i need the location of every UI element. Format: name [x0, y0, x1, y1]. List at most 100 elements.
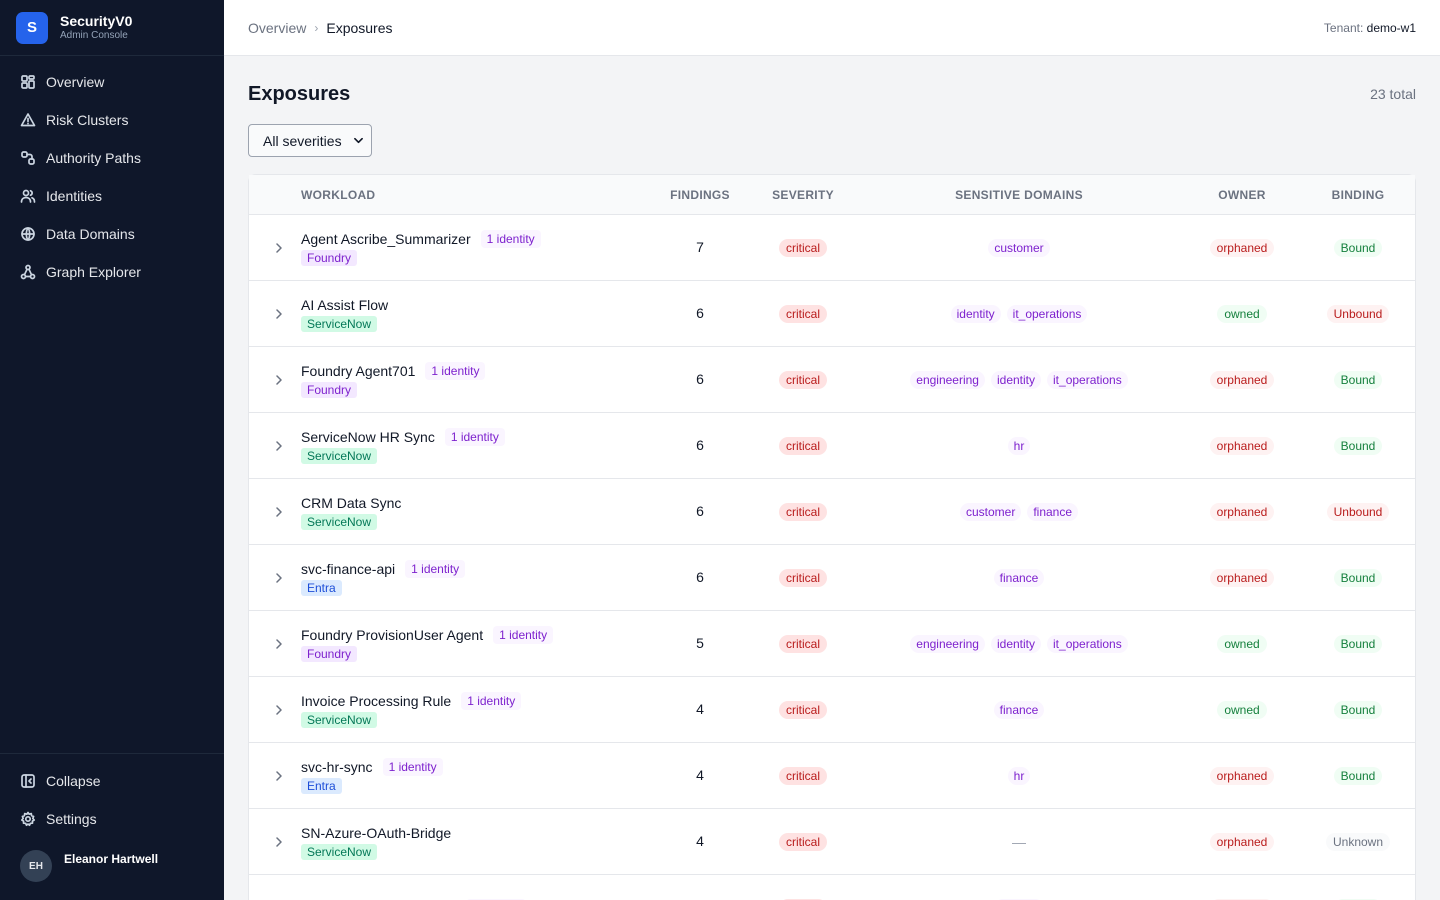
- sensitive-domains-cell: customer finance: [856, 502, 1182, 521]
- chevron-right-icon[interactable]: [274, 440, 284, 451]
- chevron-right-icon[interactable]: [274, 638, 284, 649]
- binding-status-badge: Bound: [1333, 766, 1383, 785]
- sidebar-item-risk-clusters[interactable]: Risk Clusters: [0, 101, 224, 139]
- table-row[interactable]: svc-finance-api 1 identity Entra 6 critical f…: [249, 545, 1415, 611]
- chevron-right-icon[interactable]: [274, 308, 284, 319]
- sensitive-domains-cell: hr: [856, 766, 1182, 785]
- owner-status-badge: orphaned: [1209, 832, 1275, 851]
- owner-status-badge: orphaned: [1209, 766, 1275, 785]
- workload-name[interactable]: ServiceNow HR Sync: [301, 428, 435, 445]
- workload-name[interactable]: Foundry Agent701: [301, 362, 416, 379]
- breadcrumb-overview-link[interactable]: Overview: [248, 19, 307, 36]
- sidebar-item-overview[interactable]: Overview: [0, 63, 224, 101]
- table-row[interactable]: svc-foundry-ascribe-prod1 identitycritic…: [249, 875, 1415, 900]
- domain-tag: it_operations: [1047, 634, 1128, 653]
- sensitive-domains-cell: —: [856, 834, 1182, 850]
- chevron-right-icon[interactable]: [274, 506, 284, 517]
- identity-count-badge[interactable]: 1 identity: [465, 898, 526, 900]
- column-header-severity: SEVERITY: [772, 187, 834, 202]
- platform-badge: Foundry: [301, 645, 358, 662]
- table-row[interactable]: svc-hr-sync 1 identity Entra 4 critical hr orp…: [249, 743, 1415, 809]
- workload-name[interactable]: AI Assist Flow: [301, 296, 389, 313]
- exposures-table: WORKLOAD FINDINGS SEVERITY SENSITIVE DOM…: [248, 174, 1416, 900]
- sidebar-item-identities[interactable]: Identities: [0, 177, 224, 215]
- brand[interactable]: S SecurityV0 Admin Console: [0, 0, 224, 56]
- workload-name[interactable]: svc-finance-api: [301, 560, 396, 577]
- table-row[interactable]: Agent Ascribe_Summarizer 1 identity Foundr…: [249, 215, 1415, 281]
- table-row[interactable]: Invoice Processing Rule 1 identity Service…: [249, 677, 1415, 743]
- sensitive-domains-cell: finance: [856, 568, 1182, 587]
- workload-cell: Foundry Agent701 1 identity Foundry: [301, 361, 650, 399]
- sidebar-bottom: Collapse Settings EH Eleanor Hartwell: [0, 753, 224, 884]
- column-header-owner: OWNER: [1218, 187, 1266, 202]
- workload-cell: Agent Ascribe_Summarizer 1 identity Foundr…: [301, 229, 650, 267]
- sensitive-domains-cell: engineering identity it_operations: [856, 634, 1182, 653]
- collapse-button[interactable]: Collapse: [0, 762, 224, 800]
- platform-badge: Entra: [301, 579, 342, 596]
- workload-name[interactable]: CRM Data Sync: [301, 494, 402, 511]
- workload-name[interactable]: Foundry ProvisionUser Agent: [301, 626, 484, 643]
- sidebar-item-graph-explorer[interactable]: Graph Explorer: [0, 253, 224, 291]
- identity-count-badge[interactable]: 1 identity: [480, 229, 541, 248]
- severity-badge: critical: [778, 766, 827, 785]
- chevron-right-icon[interactable]: [274, 704, 284, 715]
- owner-status-badge: orphaned: [1209, 502, 1275, 521]
- severity-filter-value: All severities: [263, 132, 342, 149]
- table-row[interactable]: AI Assist Flow ServiceNow 6 critical identit…: [249, 281, 1415, 347]
- sidebar-item-data-domains[interactable]: Data Domains: [0, 215, 224, 253]
- breadcrumb-current: Exposures: [326, 19, 393, 36]
- domain-tag: it_operations: [1006, 304, 1088, 323]
- chevron-right-icon[interactable]: [274, 572, 284, 583]
- workload-name[interactable]: SN-Azure-OAuth-Bridge: [301, 824, 452, 841]
- findings-count: 4: [696, 832, 704, 849]
- binding-status-badge: Bound: [1333, 568, 1383, 587]
- identity-count-badge[interactable]: 1 identity: [425, 361, 486, 380]
- platform-badge: ServiceNow: [301, 711, 378, 728]
- chevron-right-icon[interactable]: [274, 374, 284, 385]
- table-row[interactable]: Foundry ProvisionUser Agent 1 identity Fou…: [249, 611, 1415, 677]
- avatar: EH: [20, 850, 52, 882]
- identity-count-badge[interactable]: 1 identity: [382, 757, 443, 776]
- tenant-label: Tenant:: [1323, 20, 1364, 35]
- findings-count: 6: [696, 436, 704, 453]
- sidebar-item-label: Authority Paths: [46, 150, 141, 166]
- severity-badge: critical: [778, 502, 827, 521]
- findings-count: 6: [696, 370, 704, 387]
- binding-status-badge: Bound: [1333, 370, 1383, 389]
- findings-count: 7: [696, 238, 704, 255]
- workload-cell: svc-hr-sync 1 identity Entra: [301, 757, 650, 795]
- table-row[interactable]: ServiceNow HR Sync 1 identity ServiceNow 6 c…: [249, 413, 1415, 479]
- chevron-right-icon[interactable]: [274, 242, 284, 253]
- severity-badge: critical: [778, 568, 827, 587]
- route-icon: [21, 151, 35, 165]
- binding-status-badge: Unbound: [1326, 304, 1390, 323]
- sidebar-item-authority-paths[interactable]: Authority Paths: [0, 139, 224, 177]
- chevron-right-icon[interactable]: [274, 836, 284, 847]
- tenant-indicator: Tenant: demo-w1: [1324, 21, 1416, 35]
- chevron-right-icon[interactable]: [274, 770, 284, 781]
- users-icon: [20, 189, 36, 203]
- severity-filter-select[interactable]: All severities: [248, 124, 372, 157]
- workload-name[interactable]: Invoice Processing Rule: [301, 692, 452, 709]
- workload-name[interactable]: Agent Ascribe_Summarizer: [301, 230, 471, 247]
- platform-badge: ServiceNow: [301, 843, 378, 860]
- identity-count-badge[interactable]: 1 identity: [444, 427, 505, 446]
- total-count: 23 total: [1370, 86, 1416, 102]
- sensitive-domains-cell: hr: [856, 436, 1182, 455]
- identity-count-badge[interactable]: 1 identity: [405, 559, 466, 578]
- severity-badge: critical: [778, 370, 827, 389]
- user-name: Eleanor Hartwell: [64, 852, 159, 866]
- settings-button[interactable]: Settings: [0, 800, 224, 838]
- table-row[interactable]: Foundry Agent701 1 identity Foundry 6 critic…: [249, 347, 1415, 413]
- owner-status-badge: orphaned: [1209, 568, 1275, 587]
- user-profile[interactable]: EH Eleanor Hartwell: [0, 848, 224, 884]
- topbar: Overview › Exposures Tenant: demo-w1: [224, 0, 1440, 56]
- identity-count-badge[interactable]: 1 identity: [461, 691, 522, 710]
- table-row[interactable]: CRM Data Sync ServiceNow 6 critical customer…: [249, 479, 1415, 545]
- identity-count-badge[interactable]: 1 identity: [493, 625, 554, 644]
- sensitive-domains-cell: customer: [856, 238, 1182, 257]
- sidebar-item-label: Overview: [46, 74, 105, 90]
- table-row[interactable]: SN-Azure-OAuth-Bridge ServiceNow 4 critical…: [249, 809, 1415, 875]
- workload-name[interactable]: svc-hr-sync: [301, 758, 373, 775]
- column-header-sensitive-domains: SENSITIVE DOMAINS: [955, 187, 1083, 202]
